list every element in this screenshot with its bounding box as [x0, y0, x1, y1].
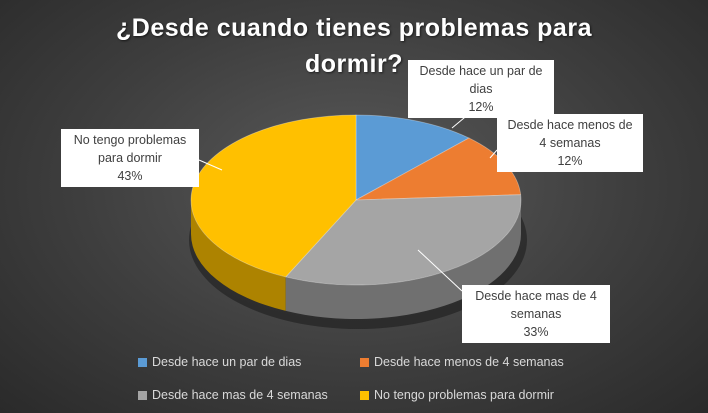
legend-swatch-icon: [138, 357, 147, 367]
data-label-text: Desde hace menos de: [507, 118, 633, 132]
data-label-no-problemas: No tengo problemas para dormir 43%: [61, 129, 199, 187]
legend-item: No tengo problemas para dormir: [360, 388, 554, 402]
data-label-percent: 12%: [557, 154, 583, 168]
chart-title: ¿Desde cuando tienes problemas para dorm…: [0, 10, 708, 82]
data-label-percent: 12%: [468, 100, 494, 114]
data-label-par-de-dias: Desde hace un par de dias 12%: [408, 60, 554, 118]
pie-slice-2: [284, 194, 522, 286]
chart-title-line-2: dormir?: [305, 50, 403, 78]
pie-slice-side-3: [191, 200, 286, 311]
legend-swatch-icon: [360, 390, 369, 400]
data-label-mas-4-semanas: Desde hace mas de 4 semanas 33%: [462, 285, 610, 343]
data-label-text: dias: [469, 82, 493, 96]
data-label-text: No tengo problemas: [73, 133, 187, 147]
data-label-text: Desde hace un par de: [419, 64, 543, 78]
legend-item: Desde hace mas de 4 semanas: [138, 388, 328, 402]
legend-label: Desde hace mas de 4 semanas: [152, 388, 328, 402]
data-label-text: semanas: [510, 307, 562, 321]
leader-line-2: [417, 249, 463, 292]
data-label-text: 4 semanas: [539, 136, 601, 150]
legend-item: Desde hace un par de dias: [138, 355, 301, 369]
legend-swatch-icon: [360, 357, 369, 367]
legend-label: Desde hace menos de 4 semanas: [374, 355, 564, 369]
legend-item: Desde hace menos de 4 semanas: [360, 355, 564, 369]
data-label-percent: 33%: [523, 325, 549, 339]
data-label-text: Desde hace mas de 4: [475, 289, 597, 303]
chart-title-line-1: ¿Desde cuando tienes problemas para: [116, 14, 592, 42]
data-label-text: para dormir: [98, 151, 162, 165]
data-label-percent: 43%: [117, 169, 143, 183]
leader-line-1: [489, 149, 498, 159]
pie-slice-0: [355, 114, 470, 201]
legend-label: Desde hace un par de dias: [152, 355, 302, 369]
legend-swatch-icon: [138, 390, 147, 400]
data-label-menos-4-semanas: Desde hace menos de 4 semanas 12%: [497, 114, 643, 172]
legend-label: No tengo problemas para dormir: [374, 388, 554, 402]
leader-line-3: [198, 159, 223, 171]
